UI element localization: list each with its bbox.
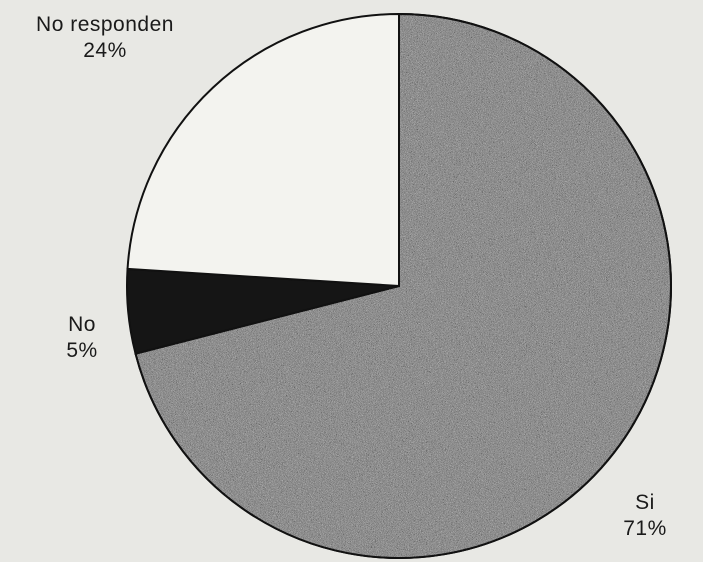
slice-label-no-responden-name: No responden — [36, 13, 174, 36]
slice-label-no: No 5% — [42, 312, 122, 364]
pie-slice-no-responden — [126, 12, 400, 288]
pie-slice-si-texture — [135, 14, 672, 558]
slice-label-no-responden-percent: 24% — [83, 39, 127, 62]
slice-label-no-responden: No responden 24% — [0, 12, 210, 64]
slice-label-si-name: Si — [635, 491, 655, 514]
slice-label-si-percent: 71% — [623, 517, 667, 540]
slice-label-si: Si 71% — [590, 490, 700, 542]
pie-slice-si-outline — [134, 12, 672, 559]
slice-label-no-percent: 5% — [66, 339, 98, 362]
slice-label-no-name: No — [68, 313, 96, 336]
pie-slices — [126, 12, 672, 559]
